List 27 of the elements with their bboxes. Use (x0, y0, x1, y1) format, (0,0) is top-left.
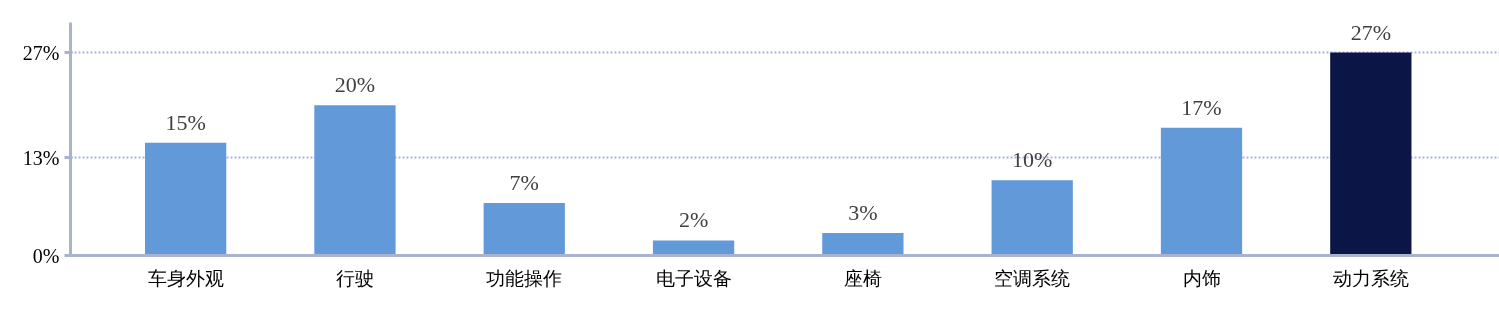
x-tick-label: 座椅 (843, 266, 882, 289)
bar (822, 232, 904, 256)
data-label: 27% (1350, 19, 1391, 45)
bar (1330, 52, 1412, 256)
x-tick-label: 电子设备 (655, 266, 732, 289)
x-tick-label: 内饰 (1182, 266, 1221, 289)
x-tick-label: 空调系统 (994, 266, 1071, 289)
bar (145, 142, 227, 256)
bar (991, 180, 1073, 256)
x-tick-label: 功能操作 (486, 266, 563, 289)
y-tick-label: 13% (22, 146, 60, 169)
bar (483, 202, 565, 256)
y-tick-label: 0% (32, 244, 60, 267)
data-label: 3% (848, 199, 878, 225)
x-tick-label: 动力系统 (1332, 266, 1409, 289)
data-label: 15% (165, 109, 206, 135)
bar (1160, 127, 1243, 256)
data-label: 2% (678, 207, 709, 233)
x-tick-label: 车身外观 (147, 266, 224, 289)
data-label: 7% (509, 169, 539, 195)
bar (652, 240, 735, 256)
bar (314, 105, 396, 256)
data-label: 17% (1181, 94, 1222, 120)
data-label: 20% (334, 72, 376, 98)
y-tick-label: 27% (22, 41, 60, 64)
x-tick-label: 行驶 (335, 266, 374, 289)
data-label: 10% (1012, 147, 1053, 173)
